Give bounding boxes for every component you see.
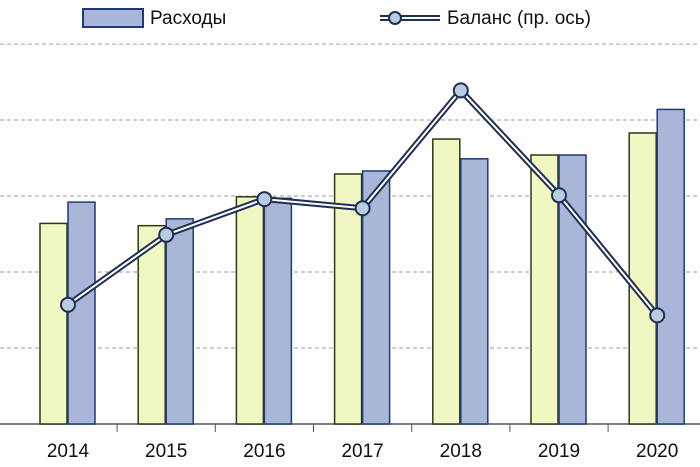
legend-marker bbox=[388, 11, 402, 25]
x-tick-label: 2014 bbox=[47, 441, 90, 462]
legend-label: Баланс (пр. ось) bbox=[447, 8, 591, 29]
marker bbox=[649, 307, 666, 324]
bar bbox=[235, 196, 265, 425]
x-tick-label: 2019 bbox=[538, 441, 580, 462]
x-tick-label: 2020 bbox=[636, 441, 678, 462]
bar bbox=[137, 224, 166, 425]
marker bbox=[60, 296, 76, 313]
legend-label: Расходы bbox=[150, 8, 226, 29]
marker bbox=[256, 191, 273, 208]
bar bbox=[165, 218, 194, 425]
bar bbox=[333, 173, 363, 425]
bar bbox=[628, 132, 657, 425]
bar bbox=[432, 138, 461, 425]
x-tick-label: 2018 bbox=[440, 441, 482, 462]
x-tick-label: 2017 bbox=[341, 441, 383, 462]
bar bbox=[656, 108, 685, 425]
x-tick-label: 2016 bbox=[243, 441, 285, 462]
bar bbox=[460, 158, 489, 425]
marker bbox=[452, 82, 469, 99]
marker bbox=[551, 187, 567, 204]
bar bbox=[67, 201, 96, 425]
marker bbox=[354, 200, 371, 217]
marker bbox=[158, 226, 175, 243]
bar bbox=[39, 222, 68, 425]
bar bbox=[263, 197, 293, 425]
x-tick-label: 2015 bbox=[145, 441, 187, 462]
legend-swatch bbox=[82, 8, 144, 28]
